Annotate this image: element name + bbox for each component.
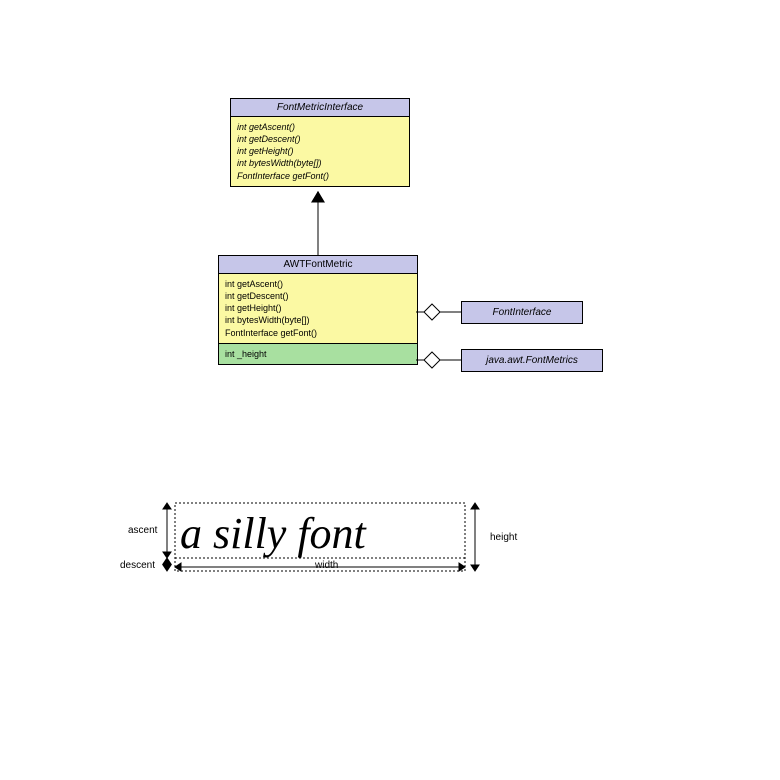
method-signature: int bytesWidth(byte[]): [237, 157, 403, 169]
class-fontmetricinterface: FontMetricInterface int getAscent()int g…: [230, 98, 410, 187]
sample-text: a silly font: [180, 508, 366, 559]
class-awtfontmetric: AWTFontMetric int getAscent()int getDesc…: [218, 255, 418, 365]
method-signature: FontInterface getFont(): [237, 170, 403, 182]
method-signature: int bytesWidth(byte[]): [225, 314, 411, 326]
class-name: AWTFontMetric: [283, 259, 352, 270]
method-signature: int getAscent(): [237, 121, 403, 133]
class-name: FontMetricInterface: [277, 102, 363, 113]
assoc-label: FontInterface: [493, 307, 552, 318]
method-signature: int getAscent(): [225, 278, 411, 290]
method-signature: int getHeight(): [237, 145, 403, 157]
class-methods: int getAscent()int getDescent()int getHe…: [219, 274, 417, 344]
method-signature: FontInterface getFont(): [225, 327, 411, 339]
label-height: height: [490, 532, 517, 543]
assoc-label: java.awt.FontMetrics: [486, 355, 578, 366]
class-methods: int getAscent()int getDescent()int getHe…: [231, 117, 409, 186]
assoc-fontinterface: FontInterface: [461, 301, 583, 324]
label-ascent: ascent: [128, 525, 157, 536]
label-descent: descent: [120, 560, 155, 571]
method-signature: int getDescent(): [225, 290, 411, 302]
label-width: width: [315, 560, 338, 571]
class-fields: int _height: [219, 344, 417, 364]
class-header: AWTFontMetric: [219, 256, 417, 274]
field-signature: int _height: [225, 348, 411, 360]
class-header: FontMetricInterface: [231, 99, 409, 117]
assoc-javaawtfontmetrics: java.awt.FontMetrics: [461, 349, 603, 372]
method-signature: int getHeight(): [225, 302, 411, 314]
method-signature: int getDescent(): [237, 133, 403, 145]
